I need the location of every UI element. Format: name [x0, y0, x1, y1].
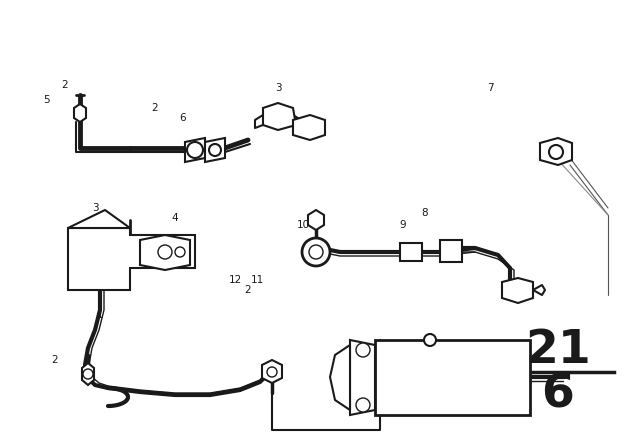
Text: 6: 6	[180, 113, 186, 123]
Bar	[440, 240, 462, 262]
Text: 4: 4	[172, 213, 179, 223]
Text: 11: 11	[250, 275, 264, 285]
Text: 21: 21	[525, 327, 591, 372]
Polygon shape	[350, 340, 375, 415]
Text: 9: 9	[400, 220, 406, 230]
Text: 6: 6	[541, 372, 575, 418]
Polygon shape	[205, 138, 225, 162]
Text: 3: 3	[92, 203, 99, 213]
Text: 12: 12	[228, 275, 242, 285]
Circle shape	[549, 145, 563, 159]
Circle shape	[267, 367, 277, 377]
Polygon shape	[68, 228, 195, 290]
Circle shape	[175, 247, 185, 257]
Polygon shape	[308, 210, 324, 230]
Circle shape	[209, 144, 221, 156]
Circle shape	[302, 238, 330, 266]
Polygon shape	[82, 363, 94, 385]
Polygon shape	[293, 115, 325, 140]
Circle shape	[356, 343, 370, 357]
Text: 10: 10	[296, 220, 310, 230]
Text: 2: 2	[61, 80, 68, 90]
Text: 2: 2	[152, 103, 158, 113]
Circle shape	[158, 245, 172, 259]
Polygon shape	[185, 138, 205, 162]
Polygon shape	[140, 235, 190, 270]
Circle shape	[309, 245, 323, 259]
Text: 2: 2	[244, 285, 252, 295]
Bar	[375, 340, 530, 415]
Polygon shape	[263, 103, 296, 130]
Polygon shape	[502, 278, 533, 303]
Bar	[400, 243, 422, 261]
Circle shape	[83, 369, 93, 379]
Text: 3: 3	[275, 83, 282, 93]
Text: 7: 7	[486, 83, 493, 93]
Circle shape	[424, 334, 436, 346]
Polygon shape	[540, 138, 572, 165]
Polygon shape	[262, 360, 282, 383]
Polygon shape	[330, 345, 350, 410]
Text: 8: 8	[422, 208, 428, 218]
Polygon shape	[68, 210, 130, 228]
Text: 5: 5	[44, 95, 51, 105]
Circle shape	[187, 142, 203, 158]
Polygon shape	[74, 104, 86, 122]
Text: 2: 2	[52, 355, 58, 365]
Circle shape	[356, 398, 370, 412]
Text: 1: 1	[97, 310, 103, 320]
